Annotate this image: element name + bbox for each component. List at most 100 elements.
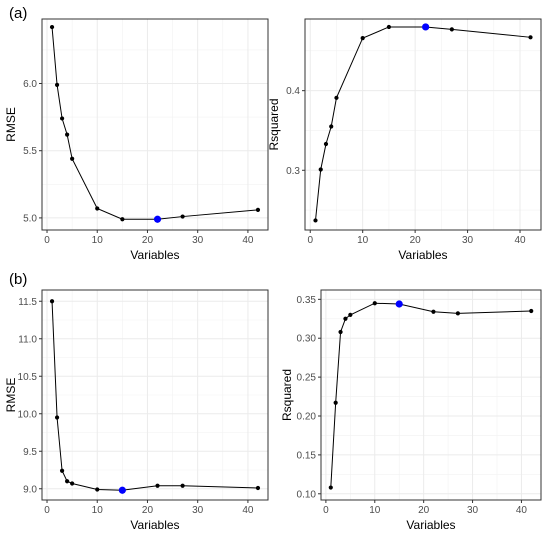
- data-point: [59, 468, 65, 473]
- data-point: [95, 206, 100, 211]
- x-tick-label: 20: [142, 505, 154, 516]
- series-line: [314, 26, 531, 221]
- x-tick-label: 30: [192, 235, 204, 246]
- plot-background: [42, 19, 268, 230]
- y-tick-label: 0.35: [297, 295, 317, 306]
- data-point: [455, 311, 460, 316]
- data-point: [323, 141, 329, 147]
- series-line: [51, 27, 259, 220]
- highlight-point: [422, 23, 430, 31]
- y-axis-title: RMSE: [4, 378, 18, 413]
- data-point: [334, 95, 339, 100]
- highlight-point: [118, 486, 126, 494]
- data-point: [255, 207, 261, 212]
- plot-border: [320, 289, 542, 501]
- y-tick-label: 0.3: [286, 166, 300, 177]
- data-point: [431, 309, 436, 314]
- y-tick-label: 0.30: [297, 334, 317, 345]
- x-tick-label: 40: [514, 235, 526, 246]
- highlight-point: [153, 215, 162, 223]
- data-point: [348, 312, 353, 317]
- y-tick-label: 11.0: [18, 334, 37, 345]
- x-tick-label: 0: [44, 505, 50, 516]
- data-point: [328, 485, 333, 490]
- data-point: [70, 156, 75, 161]
- x-tick-label: 30: [462, 235, 474, 246]
- chart-panel-2: 0 10 20 30 40 0.3 0.4 Variables Rsquared: [267, 18, 542, 262]
- y-tick-label: 0.15: [297, 450, 317, 461]
- y-tick-label: 0.20: [297, 412, 317, 423]
- plot-border: [41, 18, 269, 231]
- data-point: [70, 481, 75, 486]
- data-point: [180, 483, 185, 488]
- data-point: [180, 214, 185, 219]
- y-tick-label: 0.10: [297, 489, 317, 500]
- y-axis-title: RMSE: [4, 107, 18, 142]
- data-point: [338, 329, 343, 335]
- panel-label-b: (b): [9, 271, 28, 288]
- x-axis-title: Variables: [130, 518, 179, 532]
- data-point: [65, 479, 70, 484]
- x-tick-label: 20: [418, 505, 430, 516]
- x-tick-label: 10: [369, 505, 381, 516]
- data-point: [449, 27, 454, 32]
- chart-panel-3: 0 10 20 30 40 9.0 9.5 10.0 10.5 11.0 11.5 Variables…: [4, 289, 269, 532]
- x-tick-label: 40: [242, 235, 254, 246]
- data-point: [529, 308, 534, 314]
- y-tick-label: 0.25: [297, 373, 317, 384]
- y-tick-label: 9.0: [23, 484, 37, 495]
- plot-border: [304, 18, 542, 231]
- x-axis-title: Variables: [398, 248, 447, 262]
- x-tick-label: 0: [44, 235, 50, 246]
- data-point: [360, 36, 365, 41]
- data-point: [386, 24, 392, 30]
- y-tick-label: 10.5: [18, 372, 38, 383]
- highlight-point: [395, 300, 403, 308]
- y-tick-label: 6.0: [23, 79, 37, 90]
- x-tick-label: 0: [307, 235, 313, 246]
- data-point: [95, 487, 100, 492]
- y-tick-label: 5.0: [23, 213, 37, 224]
- data-point: [255, 485, 261, 491]
- y-tick-label: 11.5: [18, 297, 37, 308]
- plot-background: [321, 290, 541, 500]
- y-axis-title: Rsquared: [280, 369, 294, 421]
- chart-panel-1: 0 10 20 30 40 5.0 5.5 6.0 Variables RMSE: [4, 18, 269, 262]
- data-point: [59, 116, 65, 121]
- x-tick-label: 20: [410, 235, 422, 246]
- panel-label-a: (a): [9, 5, 28, 22]
- data-point: [54, 415, 60, 420]
- y-tick-label: 10.0: [18, 409, 38, 420]
- x-tick-label: 30: [192, 505, 204, 516]
- x-axis-title: Variables: [130, 248, 179, 262]
- x-tick-label: 10: [357, 235, 369, 246]
- data-point: [120, 217, 125, 222]
- series-line: [51, 301, 258, 491]
- x-tick-label: 10: [92, 505, 104, 516]
- data-point: [313, 218, 318, 223]
- data-point: [333, 400, 338, 405]
- y-tick-label: 0.4: [286, 86, 300, 97]
- plot-border: [41, 289, 269, 501]
- x-axis-title: Variables: [406, 518, 455, 532]
- data-point: [54, 82, 60, 87]
- x-tick-label: 40: [516, 505, 528, 516]
- data-point: [65, 132, 70, 137]
- x-tick-label: 20: [142, 235, 154, 246]
- plot-background: [305, 19, 541, 230]
- data-point: [343, 316, 348, 321]
- y-tick-label: 9.5: [23, 447, 37, 458]
- series-line: [330, 302, 532, 488]
- data-point: [528, 35, 533, 40]
- x-tick-label: 40: [242, 505, 254, 516]
- x-tick-label: 10: [92, 235, 104, 246]
- x-tick-label: 30: [467, 505, 479, 516]
- data-point: [318, 167, 323, 172]
- y-tick-label: 5.5: [23, 146, 37, 157]
- data-point: [372, 301, 377, 306]
- chart-panel-4: 0 10 20 30 40 0.10 0.15 0.20 0.25 0.30 0.35 Variabl…: [280, 289, 542, 532]
- data-point: [49, 299, 55, 304]
- x-tick-label: 0: [323, 505, 329, 516]
